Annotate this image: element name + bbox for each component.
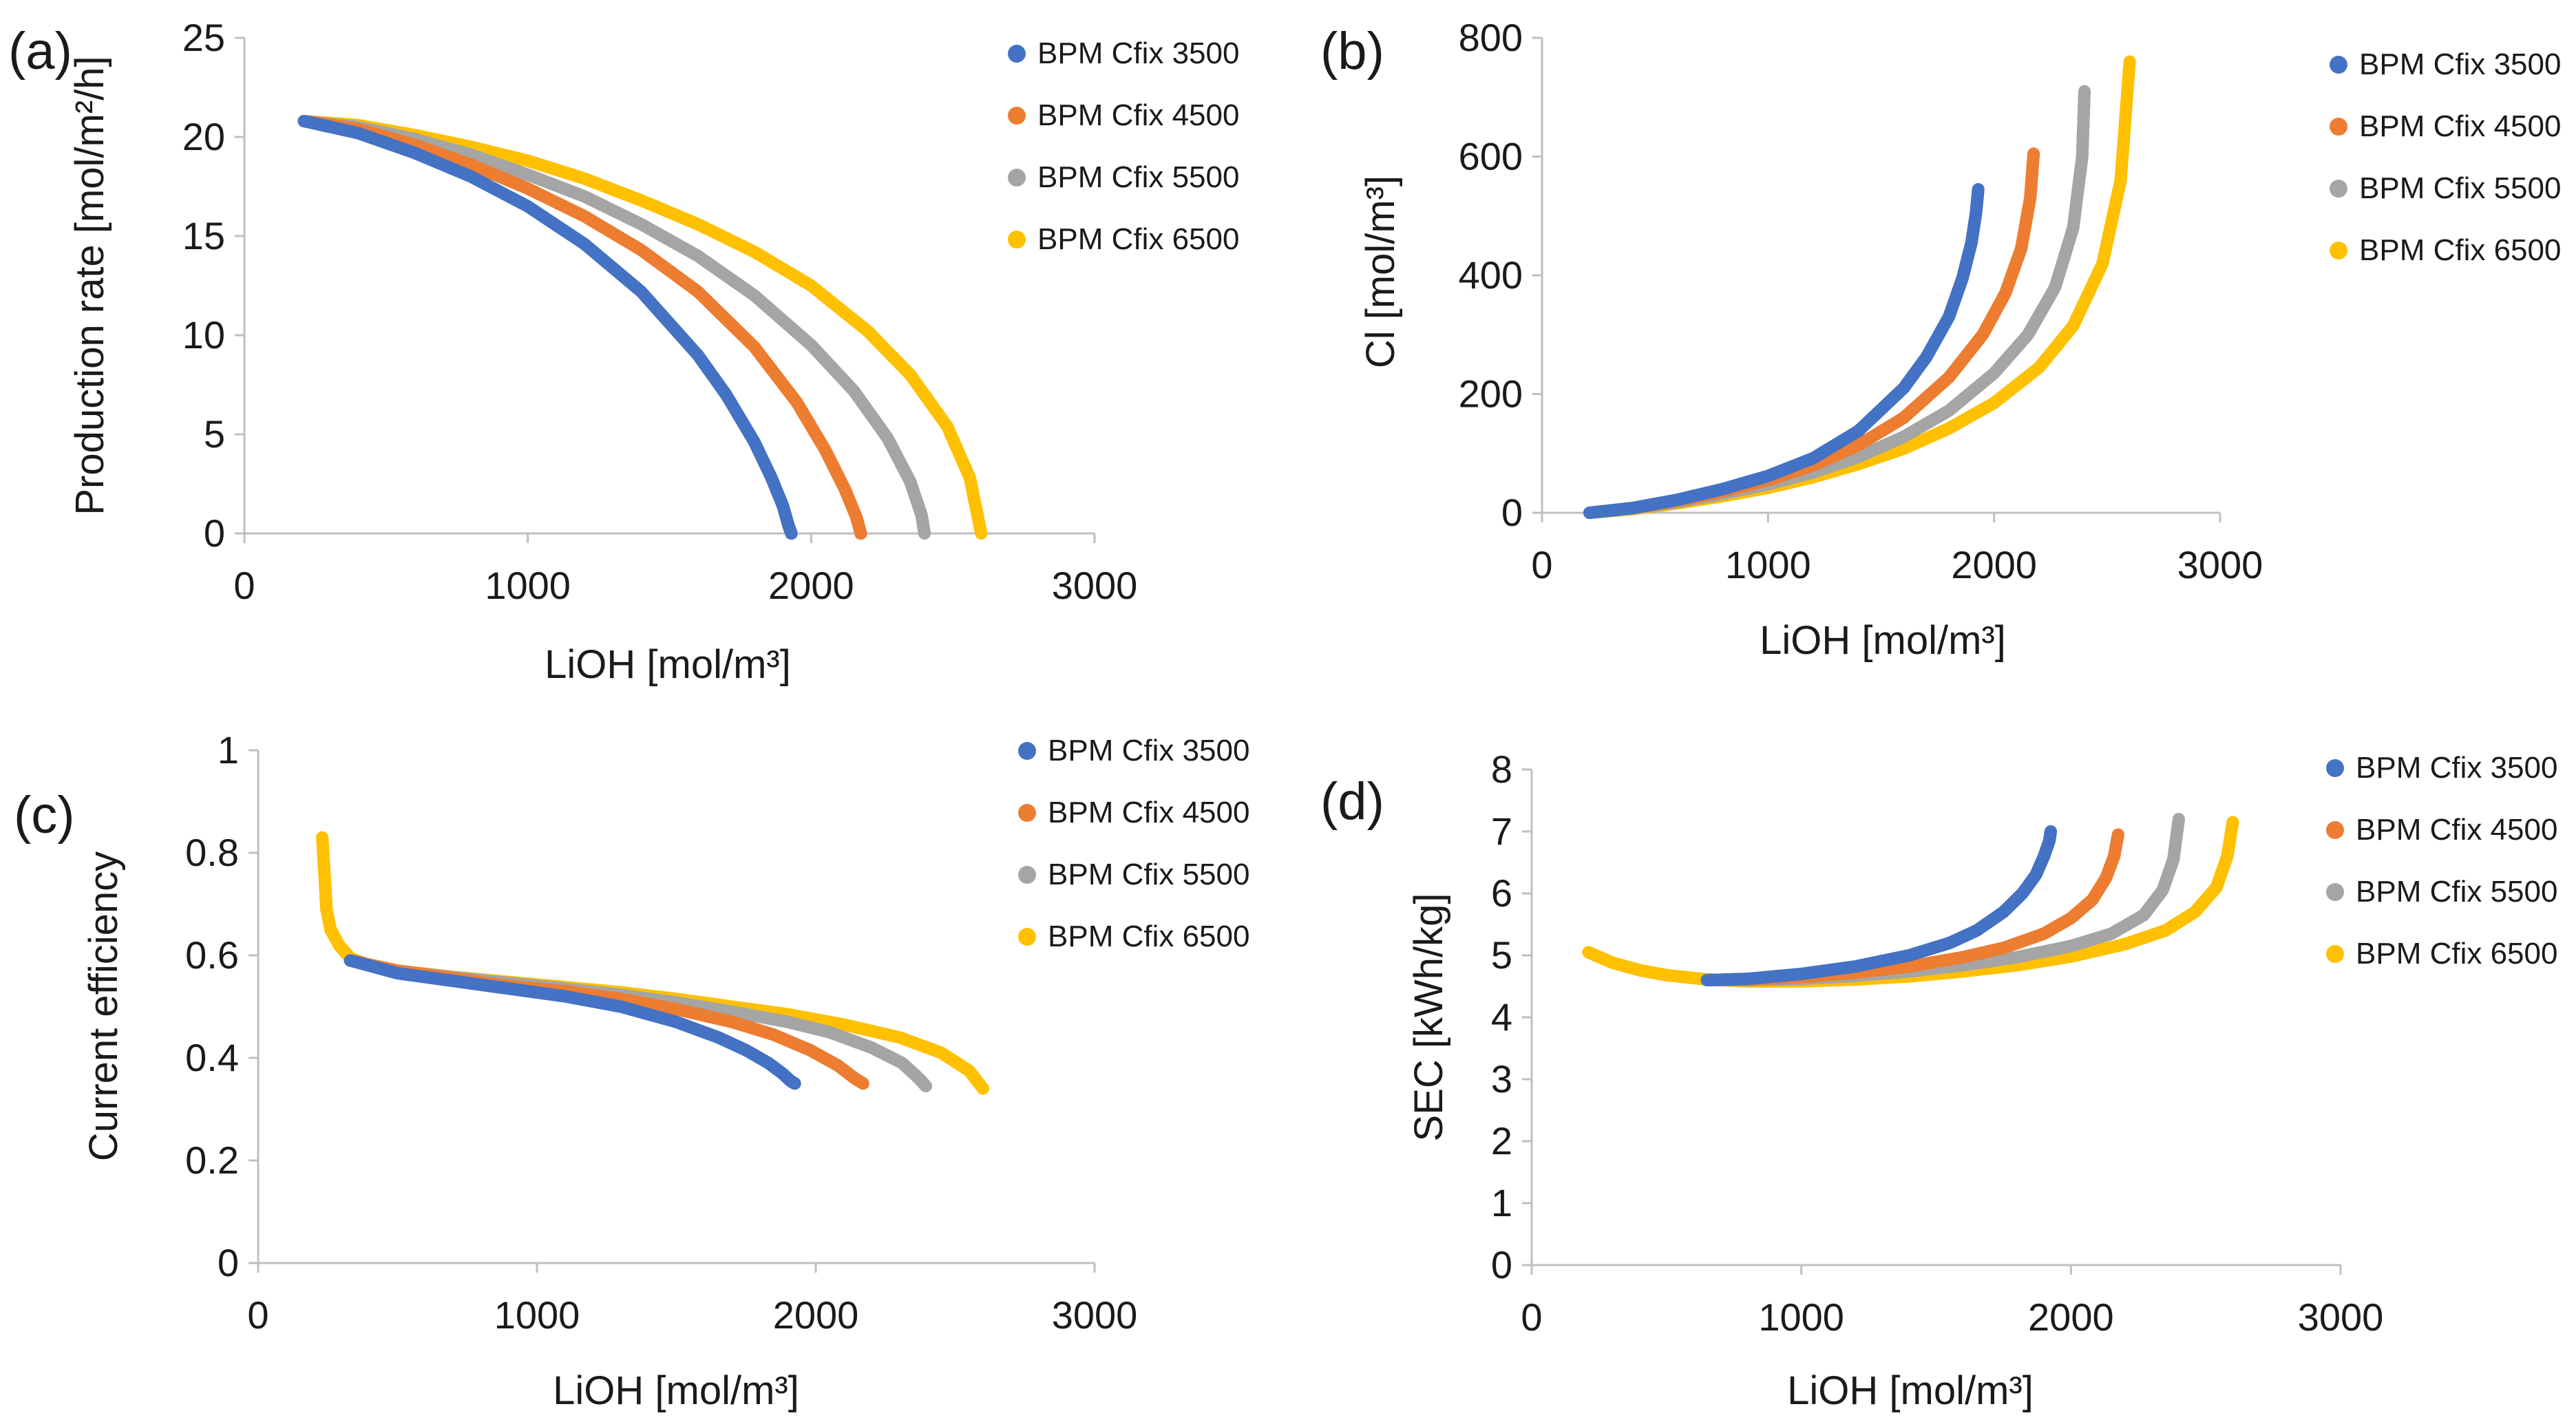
legend-label: BPM Cfix 5500 — [1037, 160, 1239, 194]
y-tick-label: 10 — [182, 313, 225, 357]
x-tick-label: 1000 — [1725, 543, 1811, 586]
x-tick-label: 2000 — [768, 564, 854, 607]
panel-a-chart: (a) 0 5 10 15 20 25 0 1000 2000 3000 LiOH [mol/m³] P… — [8, 16, 1239, 687]
x-tick-label: 3000 — [1052, 564, 1138, 607]
data-point — [854, 527, 867, 540]
x-tick-label: 0 — [233, 564, 255, 607]
legend-marker — [1008, 231, 1026, 248]
x-axis-title: LiOH [mol/m³] — [1760, 618, 2006, 663]
y-tick-label: 0 — [1501, 491, 1523, 534]
y-axis-title: Cl [mol/m³] — [1358, 176, 1403, 368]
legend-marker — [1008, 107, 1026, 125]
x-tick-label: 3000 — [2177, 543, 2263, 586]
y-tick-label: 800 — [1459, 16, 1523, 59]
legend-marker — [1008, 169, 1026, 187]
y-tick-label: 15 — [182, 214, 225, 257]
panel-b-chart: (b) 0 200 400 600 800 0 1000 2000 3000 LiOH [mol/m… — [1320, 16, 2561, 663]
legend-label: BPM Cfix 4500 — [1037, 98, 1239, 132]
series-4 — [297, 114, 988, 540]
x-tick-label: 1000 — [485, 564, 571, 607]
y-tick-label: 5 — [204, 412, 225, 456]
x-tick-label: 0 — [1531, 543, 1552, 586]
data-point — [918, 527, 931, 540]
y-tick-label: 200 — [1459, 372, 1523, 416]
panel-label: (a) — [8, 22, 72, 81]
y-tick-label: 20 — [182, 115, 225, 158]
x-axis-title: LiOH [mol/m³] — [545, 642, 791, 687]
panel-label: (b) — [1320, 22, 1384, 81]
legend-label: BPM Cfix 3500 — [1037, 36, 1239, 70]
legend-label: BPM Cfix 6500 — [1037, 222, 1239, 256]
legend-marker — [1008, 45, 1026, 63]
data-point — [785, 527, 798, 540]
y-tick-label: 0 — [204, 511, 225, 555]
y-axis-title: Production rate [mol/m²/h] — [67, 56, 112, 515]
x-tick-label: 2000 — [1951, 543, 2037, 586]
y-tick-label: 25 — [182, 16, 225, 59]
y-tick-label: 400 — [1459, 253, 1523, 297]
y-tick-label: 600 — [1459, 135, 1523, 178]
data-point — [975, 527, 988, 540]
